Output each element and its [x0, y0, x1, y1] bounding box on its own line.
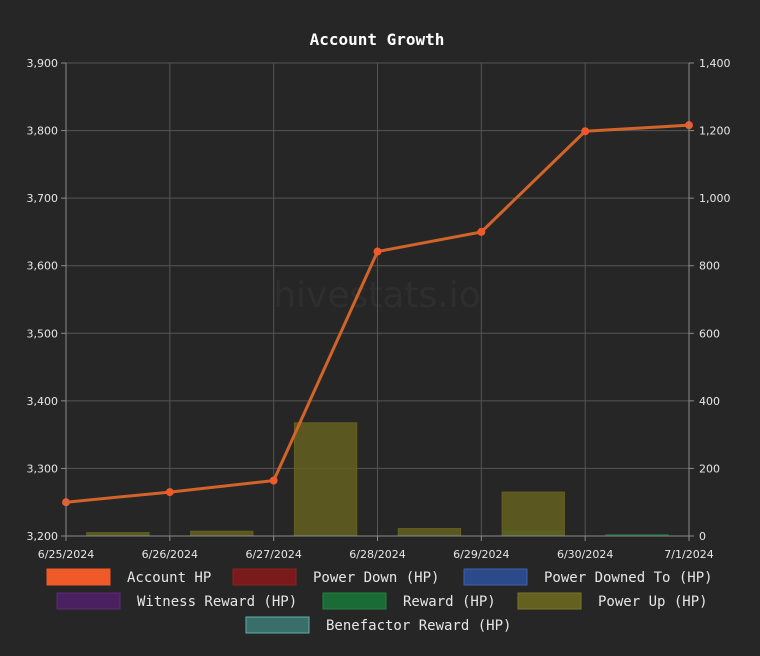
x-axis-tick-label: 6/26/2024 [142, 548, 198, 561]
bar-power-up-hp [86, 532, 150, 537]
x-axis-tick-label: 7/1/2024 [664, 548, 713, 561]
bar-power-up-hp [501, 491, 565, 537]
axes: 3,200 0 3,300 200 3,400 400 3,500 600 3,600 800 3,… [27, 57, 731, 561]
legend-swatch [232, 568, 297, 586]
left-axis-tick-label: 3,300 [27, 462, 59, 475]
left-axis-tick-label: 3,500 [27, 327, 59, 340]
x-axis-tick-label: 6/28/2024 [349, 548, 405, 561]
legend-swatch [245, 616, 310, 634]
legend-swatch [517, 592, 582, 610]
left-axis-tick-label: 3,900 [27, 57, 59, 70]
right-axis-tick-label: 600 [699, 327, 720, 340]
right-axis-tick-label: 1,000 [699, 192, 731, 205]
right-axis-tick-label: 200 [699, 462, 720, 475]
account-hp-point [581, 127, 590, 136]
left-axis-tick-label: 3,400 [27, 395, 59, 408]
right-axis-tick-label: 400 [699, 395, 720, 408]
legend-label: Power Up (HP) [598, 594, 708, 610]
legend-label: Power Down (HP) [313, 570, 439, 586]
legend: Account HP Power Down (HP) Power Downed To… [46, 568, 713, 634]
legend-swatch [322, 592, 387, 610]
account-hp-point [165, 488, 174, 497]
account-hp-point [477, 227, 486, 236]
legend-label: Reward (HP) [403, 594, 496, 610]
line-series-layer [62, 121, 693, 507]
left-axis-tick-label: 3,700 [27, 192, 59, 205]
legend-label: Benefactor Reward (HP) [326, 618, 511, 634]
left-axis-tick-label: 3,800 [27, 125, 59, 138]
right-axis-tick-label: 1,400 [699, 57, 731, 70]
left-axis-tick-label: 3,600 [27, 260, 59, 273]
legend-swatch [463, 568, 528, 586]
account-hp-point [373, 247, 382, 256]
bar-power-up-hp [190, 530, 254, 537]
legend-swatch [46, 568, 111, 586]
legend-label: Account HP [127, 570, 211, 586]
bar-power-up-hp [397, 528, 462, 537]
left-axis-tick-label: 3,200 [27, 530, 59, 543]
x-axis-tick-label: 6/25/2024 [38, 548, 94, 561]
x-axis-tick-label: 6/30/2024 [557, 548, 613, 561]
legend-label: Witness Reward (HP) [137, 594, 297, 610]
x-axis-tick-label: 6/27/2024 [245, 548, 301, 561]
right-axis-tick-label: 1,200 [699, 125, 731, 138]
right-axis-tick-label: 800 [699, 260, 720, 273]
chart-title: Account Growth [310, 30, 445, 49]
x-axis-tick-label: 6/29/2024 [453, 548, 509, 561]
bar-power-up-hp [293, 422, 358, 537]
legend-swatch [56, 592, 121, 610]
account-hp-point [269, 476, 278, 485]
right-axis-tick-label: 0 [699, 530, 706, 543]
legend-label: Power Downed To (HP) [544, 570, 713, 586]
grid [65, 62, 690, 537]
